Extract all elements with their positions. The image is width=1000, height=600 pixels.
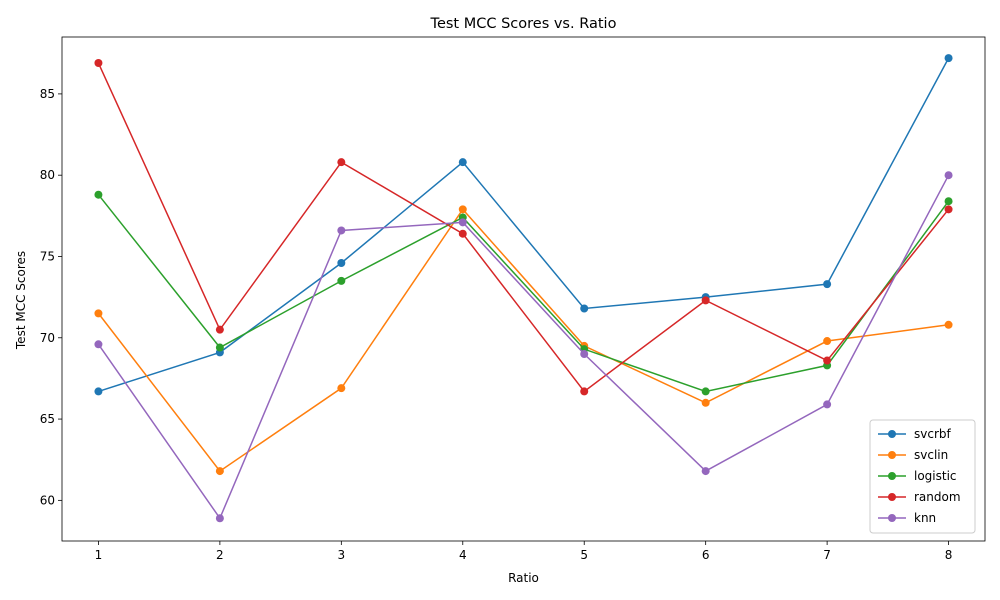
y-tick-label: 75 xyxy=(40,249,55,263)
x-axis-title: Ratio xyxy=(508,571,539,585)
series-line-svcrbf xyxy=(98,57,950,393)
data-point-svcrbf xyxy=(823,280,832,289)
y-tick-label: 80 xyxy=(40,168,55,182)
legend-marker-svcrbf xyxy=(888,430,896,438)
data-point-logistic xyxy=(701,387,710,396)
data-point-random xyxy=(337,158,346,167)
legend-label-random: random xyxy=(914,490,961,504)
data-point-logistic xyxy=(944,197,953,206)
x-tick-label: 8 xyxy=(945,548,953,562)
data-point-random xyxy=(944,205,953,214)
legend-marker-logistic xyxy=(888,472,896,480)
legend-label-svclin: svclin xyxy=(914,448,948,462)
data-point-svcrbf xyxy=(944,54,953,63)
series-line-random xyxy=(97,62,950,393)
legend-marker-random xyxy=(888,493,896,501)
data-point-knn xyxy=(94,340,103,349)
data-point-svcrbf xyxy=(458,158,467,167)
data-point-svcrbf xyxy=(337,258,346,267)
data-point-logistic xyxy=(94,190,103,199)
data-point-svclin xyxy=(94,309,103,318)
data-point-svclin xyxy=(337,384,346,393)
data-point-knn xyxy=(944,171,953,180)
chart-title: Test MCC Scores vs. Ratio xyxy=(430,16,617,32)
x-tick-label: 1 xyxy=(95,548,103,562)
x-tick-label: 4 xyxy=(459,548,467,562)
x-tick-label: 7 xyxy=(823,548,831,562)
data-point-random xyxy=(580,387,589,396)
y-tick-label: 85 xyxy=(40,87,55,101)
data-point-knn xyxy=(823,400,832,409)
legend-label-logistic: logistic xyxy=(914,469,957,483)
series-line-knn xyxy=(97,174,950,520)
data-point-knn xyxy=(701,467,710,476)
data-point-svclin xyxy=(701,398,710,407)
data-point-knn xyxy=(458,218,467,227)
y-tick-label: 60 xyxy=(40,493,55,507)
data-point-random xyxy=(701,296,710,305)
data-point-svclin xyxy=(215,467,224,476)
data-point-random xyxy=(94,59,103,68)
data-point-svclin xyxy=(944,320,953,329)
x-tick-label: 2 xyxy=(216,548,224,562)
data-point-random xyxy=(215,325,224,334)
legend-label-knn: knn xyxy=(914,511,936,525)
data-point-random xyxy=(458,229,467,238)
data-point-svclin xyxy=(823,337,832,346)
legend-marker-svclin xyxy=(888,451,896,459)
legend-marker-knn xyxy=(888,514,896,522)
series-line-logistic xyxy=(97,194,950,393)
y-axis-title: Test MCC Scores xyxy=(14,251,28,350)
data-point-logistic xyxy=(215,343,224,352)
data-point-random xyxy=(823,356,832,365)
data-point-logistic xyxy=(337,276,346,285)
data-point-knn xyxy=(580,350,589,359)
x-tick-label: 5 xyxy=(580,548,588,562)
x-tick-label: 3 xyxy=(338,548,346,562)
legend: svcrbf svclin logistic random knn xyxy=(869,419,976,534)
plot-area: 1 2 3 4 5 6 7 8 60 65 70 75 80 85 xyxy=(40,36,986,562)
x-tick-label: 6 xyxy=(702,548,710,562)
series-line-svclin xyxy=(97,208,949,473)
y-tick-label: 70 xyxy=(40,331,55,345)
data-point-svcrbf xyxy=(580,304,589,313)
data-point-svcrbf xyxy=(94,387,103,396)
data-point-knn xyxy=(337,226,346,235)
y-tick-label: 65 xyxy=(40,412,55,426)
plot-frame xyxy=(61,36,986,542)
data-point-knn xyxy=(215,514,224,523)
legend-label-svcrbf: svcrbf xyxy=(914,427,952,441)
data-point-svclin xyxy=(458,205,467,214)
legend-box xyxy=(869,419,976,534)
